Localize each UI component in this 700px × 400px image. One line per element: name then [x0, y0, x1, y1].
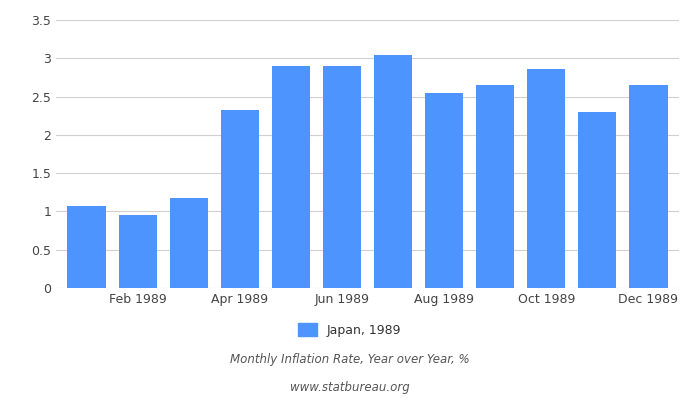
Bar — [67, 206, 106, 288]
Bar — [272, 66, 310, 288]
Bar — [374, 55, 412, 288]
Bar — [169, 198, 208, 288]
Bar — [527, 69, 566, 288]
Text: www.statbureau.org: www.statbureau.org — [290, 382, 410, 394]
Legend: Japan, 1989: Japan, 1989 — [293, 318, 407, 342]
Bar — [578, 112, 617, 288]
Bar — [323, 66, 361, 288]
Bar — [425, 93, 463, 288]
Text: Monthly Inflation Rate, Year over Year, %: Monthly Inflation Rate, Year over Year, … — [230, 354, 470, 366]
Bar — [476, 85, 514, 288]
Bar — [118, 215, 157, 288]
Bar — [220, 110, 259, 288]
Bar — [629, 85, 668, 288]
